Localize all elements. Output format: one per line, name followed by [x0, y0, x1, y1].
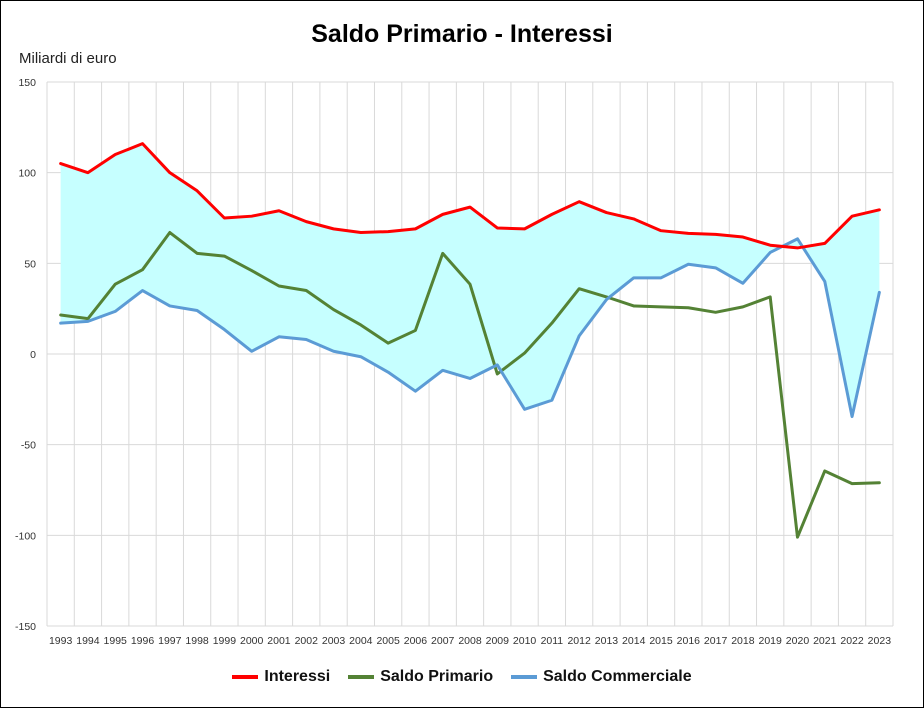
legend-item-saldo-commerciale[interactable]: Saldo Commerciale: [511, 668, 692, 686]
series-line-interessi: [59, 142, 881, 250]
x-tick-label: 2017: [704, 635, 728, 647]
x-tick-label: 2000: [240, 635, 264, 647]
x-tick-label: 2015: [649, 635, 673, 647]
x-tick-label: 2004: [349, 635, 373, 647]
x-tick-label: 2003: [322, 635, 346, 647]
chart-title: Saldo Primario - Interessi: [311, 20, 613, 48]
x-tick-label: 2022: [840, 635, 864, 647]
x-tick-label: 2019: [759, 635, 783, 647]
y-tick-label: -150: [15, 621, 36, 633]
x-tick-label: 2011: [541, 635, 564, 647]
series-lines: [59, 142, 881, 539]
x-tick-label: 1996: [131, 635, 155, 647]
x-tick-label: 2008: [458, 635, 482, 647]
x-tick-label: 2013: [595, 635, 619, 647]
x-tick-label: 1995: [104, 635, 128, 647]
legend-label-saldo-commerciale: Saldo Commerciale: [543, 668, 692, 685]
legend-swatch-saldo-commerciale: [511, 675, 538, 679]
legend-label-saldo-primario: Saldo Primario: [380, 668, 494, 685]
x-tick-label: 2006: [404, 635, 428, 647]
x-tick-label: 2014: [622, 635, 646, 647]
series-line-saldo-primario: [59, 231, 881, 539]
legend: Interessi Saldo Primario Saldo Commercia…: [0, 668, 924, 686]
x-tick-label: 2010: [513, 635, 537, 647]
x-tick-label: 1998: [185, 635, 209, 647]
y-axis-label: Miliardi di euro: [19, 50, 117, 67]
x-tick-label: 2018: [731, 635, 755, 647]
x-tick-label: 1997: [158, 635, 182, 647]
x-tick-label: 2023: [868, 635, 892, 647]
x-tick-label: 2002: [295, 635, 319, 647]
series-line-saldo-commerciale: [59, 237, 881, 419]
x-tick-label: 1999: [213, 635, 237, 647]
y-tick-label: 150: [18, 77, 36, 89]
shaded-area: [60, 143, 880, 417]
x-tick-label: 1994: [76, 635, 100, 647]
y-tick-label: -100: [15, 530, 36, 542]
legend-item-saldo-primario[interactable]: Saldo Primario: [348, 668, 493, 686]
x-tick-label: 2020: [786, 635, 810, 647]
x-tick-label: 2005: [376, 635, 400, 647]
x-tick-label: 2021: [813, 635, 837, 647]
x-tick-label: 2001: [267, 635, 291, 647]
legend-swatch-saldo-primario: [348, 675, 375, 679]
y-tick-label: 0: [30, 349, 36, 361]
legend-swatch-interessi: [232, 675, 259, 679]
legend-label-interessi: Interessi: [264, 668, 331, 685]
y-tick-label: 100: [18, 168, 36, 180]
x-tick-label: 2009: [486, 635, 510, 647]
x-tick-label: 2007: [431, 635, 455, 647]
shaded-area-group: [60, 143, 880, 417]
y-tick-label: 50: [24, 258, 36, 270]
x-tick-labels: 1993 1994 1995 1996 1997 1998 1999 2000 2001 2002…: [49, 635, 891, 647]
y-tick-label: -50: [21, 440, 36, 452]
legend-item-interessi[interactable]: Interessi: [232, 668, 330, 686]
x-tick-label: 1993: [49, 635, 73, 647]
y-tick-labels: 150 100 50 0 -50 -100 -150: [15, 77, 36, 633]
x-tick-label: 2016: [677, 635, 701, 647]
x-tick-label: 2012: [567, 635, 591, 647]
